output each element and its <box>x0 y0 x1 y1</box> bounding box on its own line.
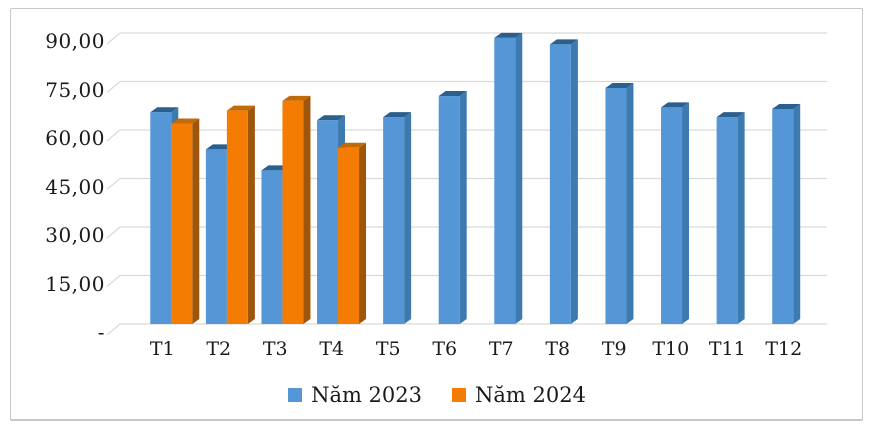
x-tick-label-t9: T9 <box>601 338 627 360</box>
plot-area <box>106 32 827 336</box>
bar-nam-2023-t9 <box>605 87 627 324</box>
bar-nam-2023-t10-side <box>682 102 690 324</box>
bar-nam-2024-t3-top <box>282 95 311 101</box>
bar-nam-2023-t7 <box>494 37 516 324</box>
bar-nam-2023-t8-top <box>549 39 578 45</box>
legend-label-2024: Năm 2024 <box>475 383 586 407</box>
y-tick-label: - <box>97 320 105 344</box>
axis-tick <box>106 32 121 45</box>
bar-nam-2023-t11-side <box>737 112 745 324</box>
y-tick-label: 45,00 <box>45 174 105 199</box>
y-axis: 90,00 75,00 60,00 45,00 30,00 15,00 - <box>30 0 105 360</box>
bar-nam-2023-t11-top <box>716 112 745 118</box>
bar-nam-2023-t10 <box>661 107 683 324</box>
axis-tick <box>106 129 121 142</box>
y-tick-label: 15,00 <box>45 271 105 296</box>
axis-tick <box>106 81 121 93</box>
y-tick-label: 90,00 <box>45 29 105 53</box>
bar-nam-2023-t6-top <box>438 91 467 97</box>
bar-nam-2023-t9-top <box>605 82 634 88</box>
bar-nam-2024-t1-side <box>192 118 200 325</box>
x-tick-label-t1: T1 <box>149 338 175 360</box>
legend-entry-2024: Năm 2024 <box>452 383 586 407</box>
x-tick-label-t5: T5 <box>375 338 401 360</box>
x-tick-label-t4: T4 <box>319 338 345 360</box>
bar-nam-2023-t12-side <box>793 103 801 324</box>
bar-nam-2023-t8 <box>549 44 571 325</box>
bar-nam-2023-t6 <box>438 96 460 324</box>
bar-nam-2024-t1 <box>171 123 193 325</box>
bar-nam-2024-t3-side <box>303 95 311 325</box>
legend-swatch-2024-icon <box>452 388 466 402</box>
bar-nam-2024-t1-top <box>171 118 200 124</box>
legend-entry-2023: Năm 2023 <box>288 383 422 407</box>
bar-nam-2024-t3 <box>282 100 304 325</box>
bar-nam-2023-t5-side <box>404 112 412 324</box>
legend: Năm 2023 Năm 2024 <box>0 383 874 407</box>
x-tick-label-t10: T10 <box>652 338 690 360</box>
legend-label-2023: Năm 2023 <box>311 383 422 407</box>
bar-nam-2023-t6-side <box>459 91 467 324</box>
x-tick-label-t12: T12 <box>765 338 803 360</box>
bar-nam-2023-t7-side <box>515 32 523 324</box>
bar-nam-2023-t5-top <box>383 112 412 118</box>
bar-nam-2023-t3 <box>261 170 283 324</box>
axis-tick <box>106 275 121 287</box>
bar-nam-2024-t2-top <box>226 105 255 111</box>
bar-nam-2023-t9-side <box>626 82 634 324</box>
y-tick-label: 60,00 <box>45 126 105 150</box>
bar-nam-2024-t2 <box>226 110 248 324</box>
bar-nam-2023-t10-top <box>661 102 690 108</box>
axis-tick <box>106 323 121 336</box>
bar-nam-2023-t1 <box>150 112 172 324</box>
bar-nam-2023-t4 <box>317 120 339 324</box>
x-axis: T1 T2 T3 T4 T5 T6 T7 T8 T9 T10 T11 T12 <box>134 337 812 361</box>
bar-nam-2023-t7-top <box>494 32 523 38</box>
bar-nam-2024-t4-side <box>359 142 367 324</box>
x-tick-label-t11: T11 <box>708 338 746 360</box>
bar-nam-2023-t12-top <box>772 103 801 109</box>
bar-nam-2023-t5 <box>383 117 405 324</box>
x-tick-label-t6: T6 <box>432 338 458 360</box>
y-tick-label: 30,00 <box>45 223 105 247</box>
bar-nam-2024-t2-side <box>247 105 255 324</box>
bar-nam-2023-t11 <box>716 117 738 324</box>
x-tick-label-t8: T8 <box>545 338 571 360</box>
y-tick-label: 75,00 <box>45 77 105 102</box>
bar-nam-2023-t8-side <box>570 39 578 325</box>
axis-tick <box>106 178 121 190</box>
bar-nam-2023-t2 <box>205 149 227 324</box>
bar-nam-2023-t4-top <box>317 115 346 121</box>
x-tick-label-t7: T7 <box>488 338 514 360</box>
bar-nam-2023-t3-top <box>261 165 290 171</box>
bar-nam-2024-t4-top <box>338 142 367 148</box>
x-tick-label-t3: T3 <box>262 338 288 360</box>
bar-nam-2024-t4 <box>338 147 360 324</box>
bar-nam-2023-t1-top <box>150 107 179 113</box>
axis-tick <box>106 226 121 239</box>
x-tick-label-t2: T2 <box>206 338 232 360</box>
legend-swatch-2023-icon <box>288 388 303 402</box>
bar-nam-2023-t12 <box>772 108 794 324</box>
